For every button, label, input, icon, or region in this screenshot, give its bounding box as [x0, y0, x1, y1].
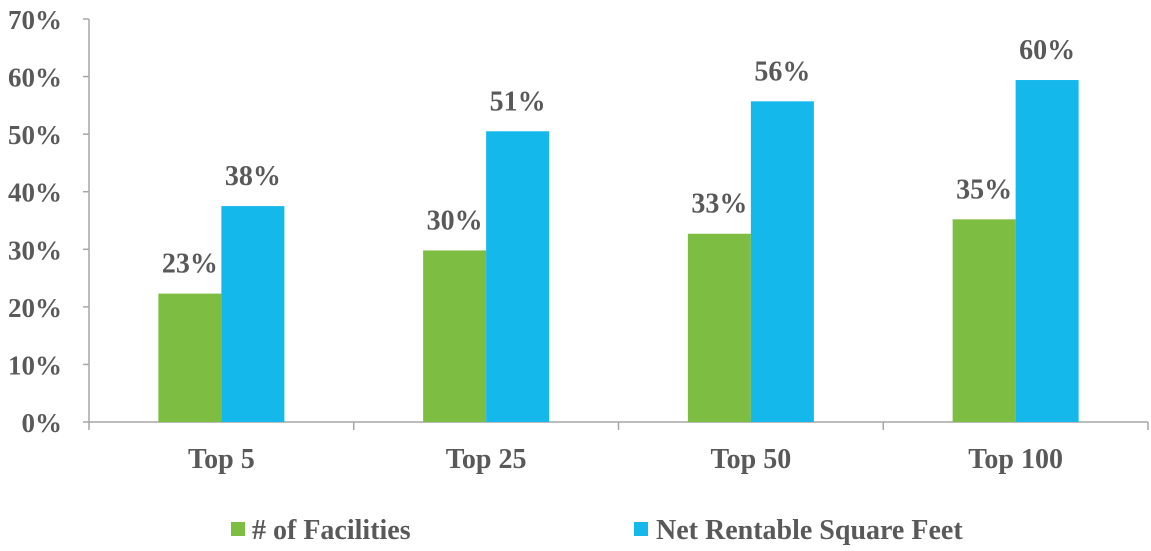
bar-facilities — [687, 233, 751, 422]
bar-facilities — [952, 219, 1016, 422]
y-tick-label: 70% — [8, 5, 62, 35]
x-category-label: Top 25 — [446, 444, 527, 475]
bar-net-rentable-sq-ft — [221, 206, 285, 422]
legend-swatch — [231, 522, 245, 536]
legend-label: # of Facilities — [252, 515, 411, 546]
data-label: 33% — [691, 189, 747, 220]
y-tick-label: 0% — [22, 408, 63, 438]
bar-net-rentable-sq-ft — [750, 101, 814, 422]
legend: # of Facilities Net Rentable Square Feet — [231, 515, 963, 546]
y-tick-label: 60% — [8, 63, 62, 93]
y-tick-label: 30% — [8, 235, 62, 265]
data-label: 35% — [956, 174, 1012, 205]
x-category-label: Top 50 — [711, 444, 792, 475]
data-label: 56% — [754, 56, 810, 87]
x-category-label: Top 5 — [188, 444, 255, 475]
x-axis: Top 5 Top 25 Top 50 Top 100 — [88, 421, 1149, 475]
bar-net-rentable-sq-ft — [486, 131, 550, 422]
data-label: 51% — [490, 86, 546, 117]
bar-net-rentable-sq-ft — [1015, 80, 1079, 423]
data-label: 60% — [1019, 35, 1075, 66]
y-tick-label: 40% — [8, 178, 62, 208]
y-tick-label: 10% — [8, 350, 62, 380]
bar-facilities — [423, 250, 487, 422]
y-tick-label: 20% — [8, 293, 62, 323]
y-tick-label: 50% — [8, 120, 62, 150]
data-label: 23% — [162, 249, 218, 280]
legend-swatch — [634, 522, 648, 536]
data-label: 30% — [427, 205, 483, 236]
bars — [158, 80, 1079, 423]
bar-facilities — [158, 293, 222, 422]
x-category-label: Top 100 — [968, 444, 1063, 475]
y-axis: 0% 10% 20% 30% 40% 50% 60% 70% — [8, 5, 90, 438]
legend-label: Net Rentable Square Feet — [656, 515, 963, 546]
data-labels: 23% 30% 33% 35% 38% 51% 56% 60% — [162, 35, 1075, 280]
data-label: 38% — [225, 161, 281, 192]
